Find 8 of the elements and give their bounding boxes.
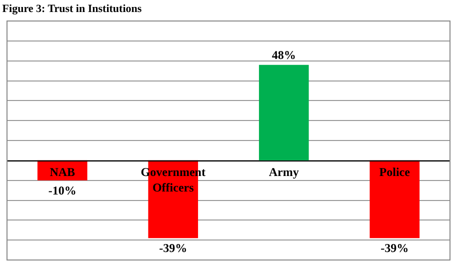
data-label: 48% xyxy=(272,48,296,62)
x-tick-label: Police xyxy=(379,164,411,179)
x-tick-label: NAB xyxy=(50,164,76,179)
data-label: -39% xyxy=(380,241,409,256)
x-tick-label: Army xyxy=(268,164,299,179)
data-label: -39% xyxy=(159,241,188,256)
chart-title: Figure 3: Trust in Institutions xyxy=(2,2,142,15)
data-label: -10% xyxy=(48,183,76,198)
